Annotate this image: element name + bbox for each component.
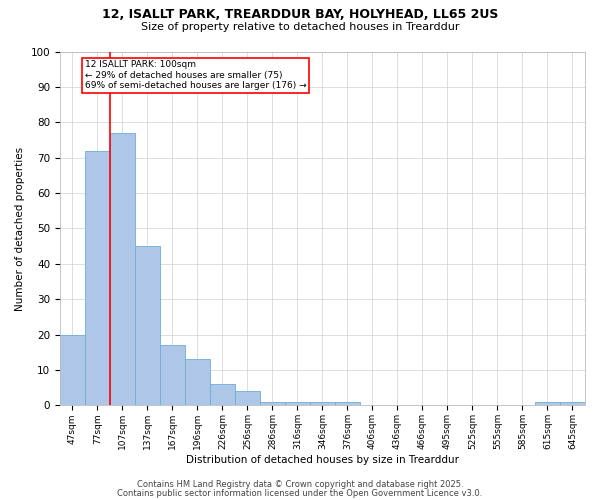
Text: Size of property relative to detached houses in Trearddur: Size of property relative to detached ho…	[141, 22, 459, 32]
Text: Contains public sector information licensed under the Open Government Licence v3: Contains public sector information licen…	[118, 489, 482, 498]
X-axis label: Distribution of detached houses by size in Trearddur: Distribution of detached houses by size …	[186, 455, 459, 465]
Bar	[285, 402, 310, 406]
Bar	[160, 346, 185, 406]
Bar	[135, 246, 160, 406]
Bar	[335, 402, 360, 406]
Bar	[560, 402, 585, 406]
Bar	[535, 402, 560, 406]
Bar	[185, 360, 210, 406]
Text: 12 ISALLT PARK: 100sqm
← 29% of detached houses are smaller (75)
69% of semi-det: 12 ISALLT PARK: 100sqm ← 29% of detached…	[85, 60, 307, 90]
Bar	[235, 392, 260, 406]
Bar	[210, 384, 235, 406]
Y-axis label: Number of detached properties: Number of detached properties	[15, 146, 25, 310]
Bar	[110, 133, 135, 406]
Bar	[310, 402, 335, 406]
Bar	[260, 402, 285, 406]
Bar	[60, 334, 85, 406]
Bar	[85, 150, 110, 406]
Text: 12, ISALLT PARK, TREARDDUR BAY, HOLYHEAD, LL65 2US: 12, ISALLT PARK, TREARDDUR BAY, HOLYHEAD…	[102, 8, 498, 20]
Text: Contains HM Land Registry data © Crown copyright and database right 2025.: Contains HM Land Registry data © Crown c…	[137, 480, 463, 489]
